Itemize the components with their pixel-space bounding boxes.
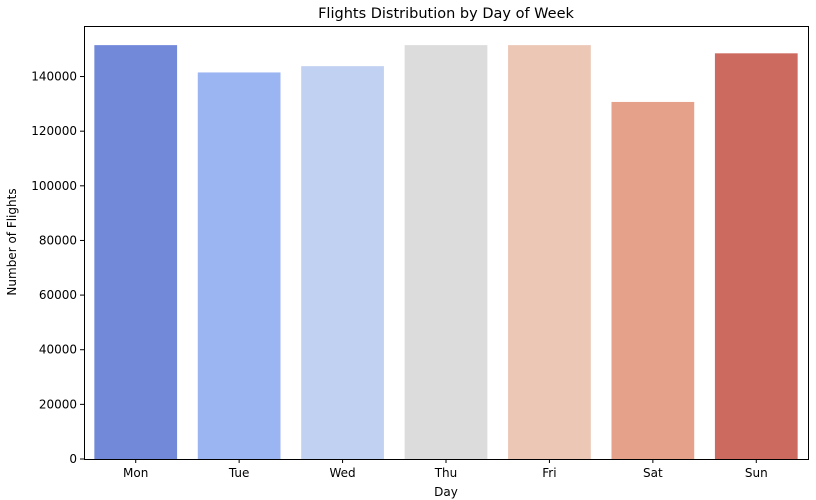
y-tick-label: 20000 — [39, 397, 77, 411]
y-axis: 0 20000 40000 60000 80000 100000 120000 140000 — [31, 70, 84, 466]
bars-group — [94, 45, 798, 460]
x-tick-label: Wed — [329, 466, 355, 480]
bar-sat — [611, 101, 695, 459]
y-axis-label: Number of Flights — [5, 188, 19, 295]
y-tick-label: 140000 — [31, 70, 77, 84]
bar-fri — [508, 45, 591, 460]
y-tick-label: 0 — [69, 452, 77, 466]
x-axis-label: Day — [434, 485, 458, 499]
bar-mon — [94, 45, 178, 460]
plot-frame — [84, 26, 809, 460]
bar-wed — [301, 66, 384, 460]
chart-title: Flights Distribution by Day of Week — [318, 6, 574, 22]
x-axis: Mon Tue Wed Thu Fri Sat Sun — [123, 459, 768, 480]
x-tick-label: Thu — [434, 466, 458, 480]
x-tick-label: Fri — [542, 466, 556, 480]
y-tick-label: 100000 — [31, 179, 77, 193]
y-tick-label: 60000 — [39, 288, 77, 302]
x-tick-label: Sun — [745, 466, 768, 480]
x-tick-label: Tue — [228, 466, 250, 480]
bar-sun — [714, 53, 798, 460]
x-tick-label: Sat — [643, 466, 663, 480]
y-tick-label: 80000 — [39, 233, 77, 247]
bar-thu — [404, 45, 488, 460]
x-tick-label: Mon — [123, 466, 148, 480]
y-tick-label: 40000 — [39, 343, 77, 357]
y-tick-label: 120000 — [31, 124, 77, 138]
bar-tue — [197, 72, 281, 459]
